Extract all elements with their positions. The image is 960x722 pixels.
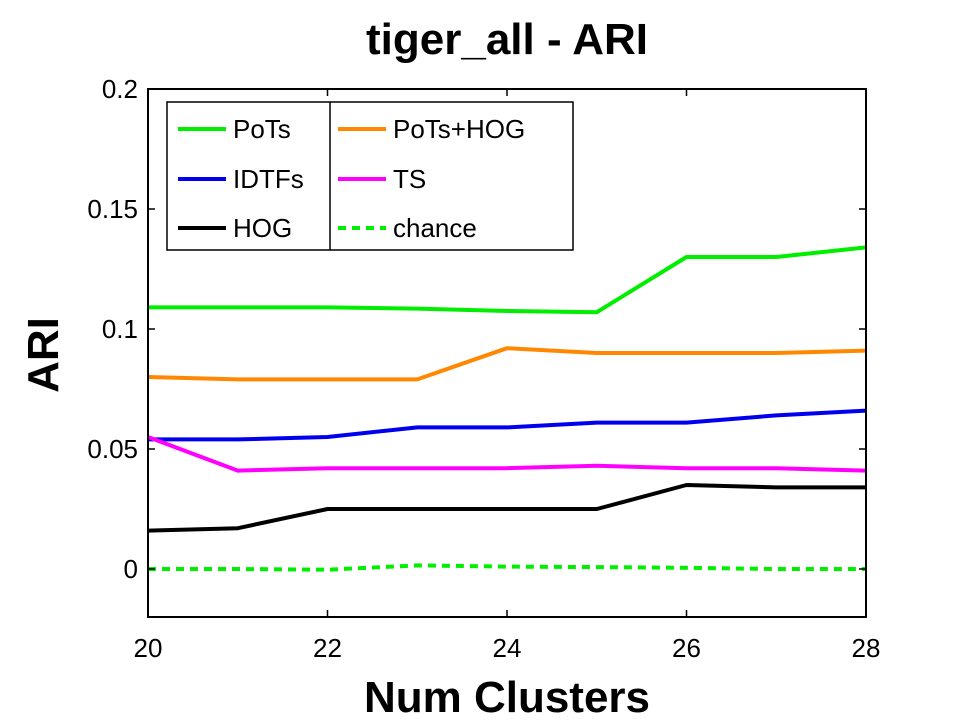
y-tick-label: 0.15: [87, 194, 138, 224]
series-line-hog: [147, 483, 866, 533]
legend-label: TS: [393, 164, 426, 194]
y-axis-label: ARI: [19, 317, 68, 393]
chart-title: tiger_all - ARI: [366, 15, 648, 64]
series-line-chance: [148, 563, 866, 572]
y-tick-label: 0.1: [102, 314, 138, 344]
legend-label: IDTFs: [233, 164, 304, 194]
y-tick-label: 0.2: [102, 74, 138, 104]
series-line-idtfs: [148, 408, 867, 442]
legend-label: PoTs: [233, 114, 291, 144]
y-tick-label: 0.05: [87, 434, 138, 464]
legend-label: HOG: [233, 213, 292, 243]
y-tick-label: 0: [124, 554, 138, 584]
x-tick-label: 24: [493, 633, 522, 663]
series-line-pots-hog: [147, 346, 867, 382]
plot-frame: [147, 88, 867, 618]
x-axis-label: Num Clusters: [364, 673, 650, 722]
series-line-pots: [148, 245, 867, 315]
series-layer: [147, 245, 867, 572]
x-tick-label: 26: [672, 633, 701, 663]
x-tick-label: 20: [134, 633, 163, 663]
x-tick-label: 22: [313, 633, 342, 663]
legend-box: [166, 101, 574, 251]
legend-label: chance: [393, 213, 477, 243]
legend: PoTs IDTFs HOG PoTs+HOG TS chance: [166, 101, 574, 251]
legend-label: PoTs+HOG: [393, 114, 525, 144]
x-tick-label: 28: [852, 633, 881, 663]
tick-layer: 20 22 24 26 28 0 0.05 0.1 0.15 0.2: [87, 74, 880, 663]
series-line-ts: [147, 435, 867, 473]
